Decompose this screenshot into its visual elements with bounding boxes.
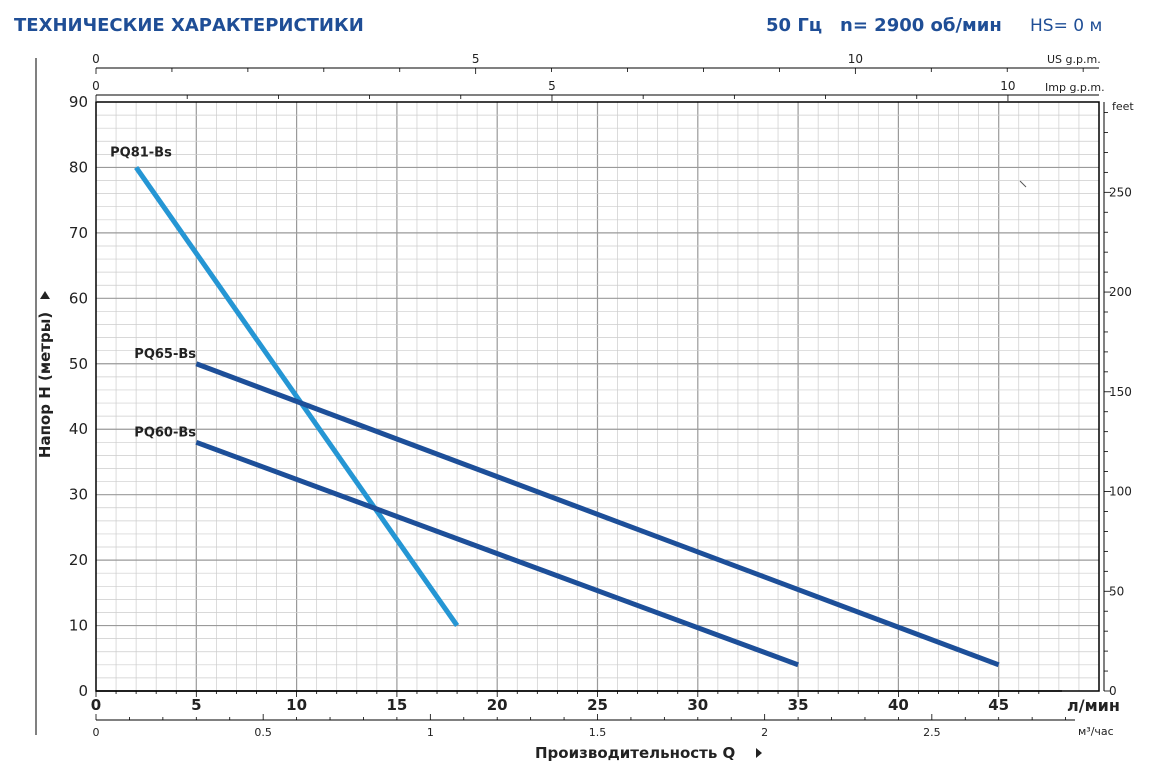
suction-height-label: HS= 0 м: [1030, 16, 1102, 36]
bottom-axis-title: Производительность Q: [535, 744, 735, 762]
x-tick-label: 35: [788, 696, 809, 714]
stray-mark: [1019, 180, 1027, 188]
y-tick-label: 10: [69, 617, 88, 635]
y-tick-label: 60: [69, 289, 88, 307]
y-tick-label: 30: [69, 486, 88, 504]
series-label: PQ65-Bs: [134, 347, 196, 362]
bottom-axis-arrow-icon: [756, 748, 762, 758]
imp-gpm-tick-label: 5: [548, 79, 556, 93]
speed-label: n= 2900 об/мин: [840, 15, 1002, 36]
x-tick-label: 25: [587, 696, 608, 714]
feet-tick-label: 100: [1109, 485, 1132, 499]
m3h-tick-label: 2: [761, 726, 768, 739]
x-tick-label: 45: [988, 696, 1009, 714]
series-label: PQ60-Bs: [134, 425, 196, 440]
x-tick-label: 0: [91, 696, 101, 714]
series-line-pq81-bs: [134, 166, 460, 627]
y-tick-label: 40: [69, 420, 88, 438]
m3h-tick-label: 0.5: [254, 726, 272, 739]
y-tick-label: 20: [69, 551, 88, 569]
x-tick-label: 15: [386, 696, 407, 714]
y-axis-title: Напор H (метры): [36, 312, 54, 458]
feet-tick-label: 50: [1109, 584, 1124, 598]
y-tick-label: 50: [69, 355, 88, 373]
us-gpm-tick-label: 10: [848, 52, 863, 66]
feet-unit-label: feet: [1112, 100, 1134, 113]
y-tick-label: 80: [69, 158, 88, 176]
y-axis-title-group: Напор H (метры): [36, 291, 54, 458]
imp-gpm-unit-label: Imp g.p.m.: [1045, 81, 1105, 94]
y-tick-label: 0: [78, 682, 88, 700]
series-layer: PQ81-Bs PQ65-Bs PQ60-Bs: [110, 145, 1000, 668]
m3h-tick-label: 1: [427, 726, 434, 739]
y-tick-label: 90: [69, 93, 88, 111]
feet-tick-label: 250: [1109, 185, 1132, 199]
imp-gpm-tick-label: 10: [1000, 79, 1015, 93]
grid: [95, 101, 1100, 692]
x-tick-label: 20: [487, 696, 508, 714]
m3h-axis-unit-label: м³/час: [1078, 725, 1114, 738]
x-axis-unit-label: л/мин: [1067, 696, 1120, 715]
feet-tick-label: 200: [1109, 285, 1132, 299]
page-title: ТЕХНИЧЕСКИЕ ХАРАКТЕРИСТИКИ: [14, 15, 364, 36]
m3h-tick-label: 2.5: [923, 726, 941, 739]
frequency-label: 50 Гц: [766, 15, 822, 36]
x-tick-label: 30: [687, 696, 708, 714]
us-gpm-tick-label: 5: [472, 52, 480, 66]
series-label: PQ81-Bs: [110, 145, 172, 160]
x-tick-label: 5: [191, 696, 201, 714]
y-tick-label: 70: [69, 224, 88, 242]
us-gpm-unit-label: US g.p.m.: [1047, 53, 1101, 66]
m3h-tick-label: 1.5: [589, 726, 607, 739]
x-tick-label: 10: [286, 696, 307, 714]
us-gpm-tick-label: 0: [92, 52, 100, 66]
feet-tick-label: 0: [1109, 684, 1117, 698]
y-axis-arrow-icon: [40, 291, 50, 299]
m3h-tick-label: 0: [93, 726, 100, 739]
feet-tick-label: 150: [1109, 385, 1132, 399]
series-line-pq60-bs: [195, 439, 799, 668]
imp-gpm-tick-label: 0: [92, 79, 100, 93]
series-line-pq65-bs: [195, 361, 1000, 668]
x-tick-label: 40: [888, 696, 909, 714]
